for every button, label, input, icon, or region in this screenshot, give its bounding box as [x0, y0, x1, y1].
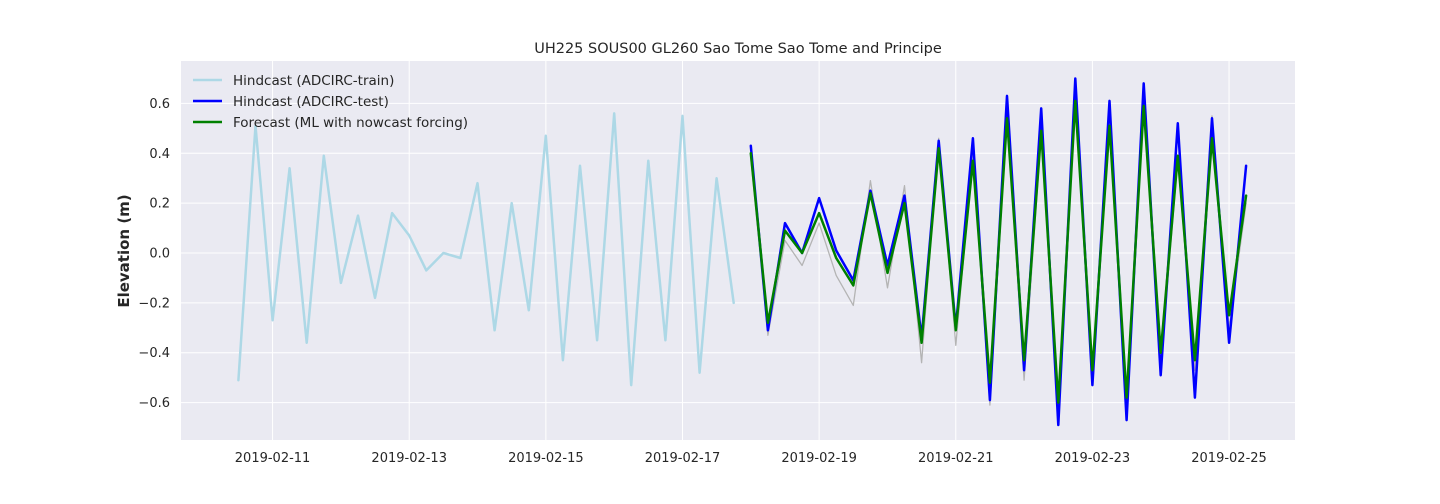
x-tick-label: 2019-02-15 — [508, 451, 584, 466]
x-tick-labels: 2019-02-11 2019-02-13 2019-02-15 2019-02-17… — [235, 451, 1267, 466]
legend-label: Forecast (ML with nowcast forcing) — [233, 115, 468, 131]
y-tick-label: 0.0 — [149, 246, 170, 261]
x-tick-label: 2019-02-11 — [235, 451, 311, 466]
y-tick-label: −0.2 — [138, 296, 170, 311]
x-tick-label: 2019-02-13 — [371, 451, 447, 466]
chart-title: UH225 SOUS00 GL260 Sao Tome Sao Tome and… — [534, 41, 942, 57]
y-tick-label: 0.6 — [149, 97, 170, 112]
plot-area — [181, 61, 1295, 440]
x-tick-label: 2019-02-19 — [781, 451, 857, 466]
series-layer — [237, 77, 1248, 427]
y-tick-label: 0.4 — [149, 147, 170, 162]
y-axis-label: Elevation (m) — [115, 194, 133, 307]
y-tick-label: 0.2 — [149, 197, 170, 212]
x-tick-label: 2019-02-21 — [918, 451, 994, 466]
x-tick-label: 2019-02-23 — [1055, 451, 1131, 466]
legend-label: Hindcast (ADCIRC-train) — [233, 73, 394, 89]
legend: Hindcast (ADCIRC-train) Hindcast (ADCIRC-… — [193, 73, 468, 131]
legend-label: Hindcast (ADCIRC-test) — [233, 94, 389, 110]
y-tick-label: −0.6 — [138, 396, 170, 411]
x-tick-label: 2019-02-17 — [645, 451, 721, 466]
series-line-forecast-ml-with-nowcast-forcing — [749, 99, 1248, 404]
y-tick-label: −0.4 — [138, 346, 170, 361]
y-tick-labels: −0.6 −0.4 −0.2 0.0 0.2 0.4 0.6 — [138, 97, 170, 411]
x-tick-label: 2019-02-25 — [1191, 451, 1267, 466]
series-line-hindcast-adcirc-train — [237, 112, 735, 387]
grid — [181, 61, 1295, 440]
